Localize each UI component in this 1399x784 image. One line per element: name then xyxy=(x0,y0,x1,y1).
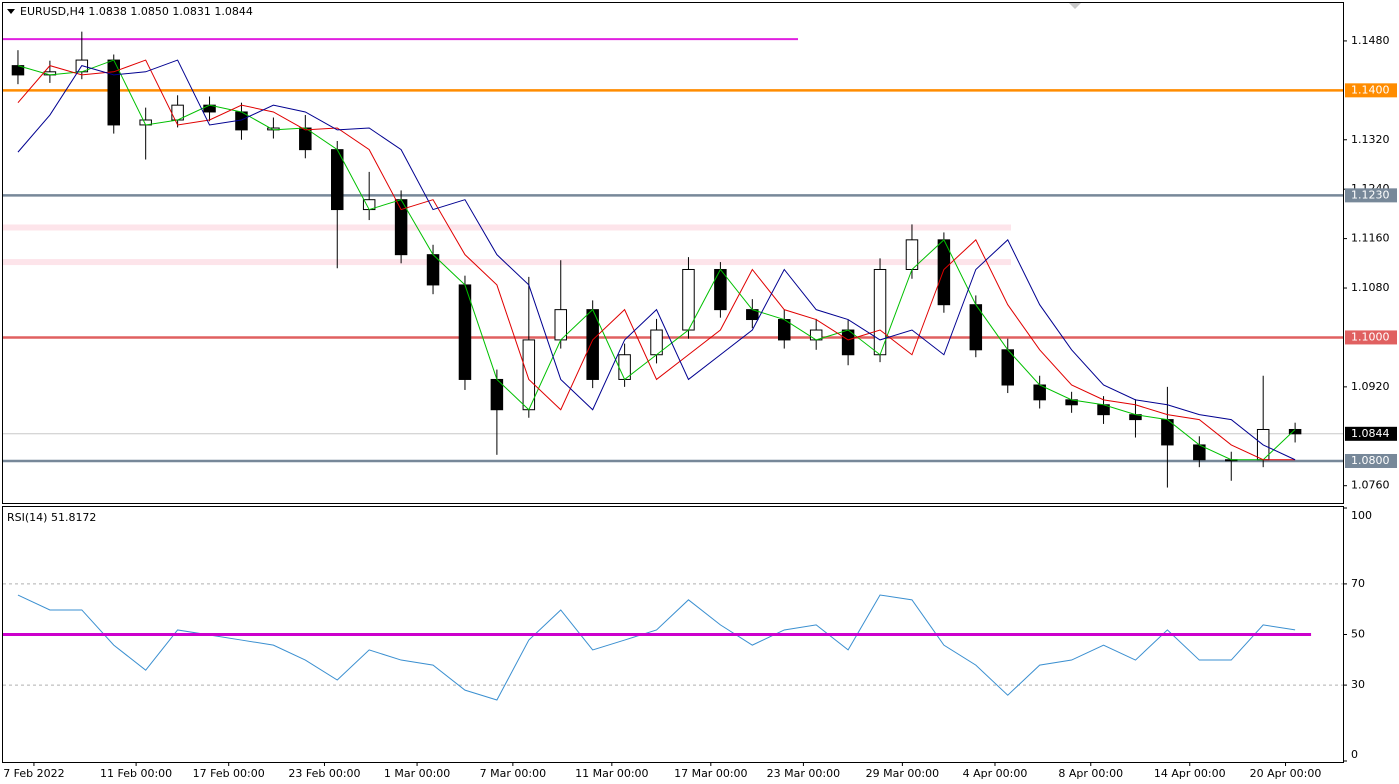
candle-body xyxy=(522,339,536,411)
y-tick-label: 70 xyxy=(1351,577,1365,590)
y-tick-label: 100 xyxy=(1351,509,1372,522)
moving-average xyxy=(17,59,1296,461)
symbol-header: EURUSD,H4 1.0838 1.0850 1.0831 1.0844 xyxy=(20,5,253,18)
x-tick-label: 7 Mar 00:00 xyxy=(480,767,546,780)
candle-body xyxy=(682,268,695,331)
x-tick-label: 1 Mar 00:00 xyxy=(384,767,450,780)
y-tick-label: 1.1160 xyxy=(1351,232,1390,245)
x-tick-label: 17 Feb 00:00 xyxy=(193,767,265,780)
rsi-title: RSI(14) 51.8172 xyxy=(7,511,96,524)
y-tick-label: 1.1080 xyxy=(1351,281,1390,294)
candle-body xyxy=(714,268,727,311)
candle-body xyxy=(458,284,472,380)
moving-average xyxy=(17,59,1296,461)
level-label-box xyxy=(1345,453,1397,468)
candle-body xyxy=(490,378,504,411)
level-label-box xyxy=(1345,188,1397,203)
candle-body xyxy=(554,309,567,341)
x-tick-label: 20 Apr 00:00 xyxy=(1250,767,1322,780)
y-tick-label: 1.1320 xyxy=(1351,133,1390,146)
x-tick-label: 11 Mar 00:00 xyxy=(575,767,648,780)
price-chart: 1.14801.13201.12401.11601.10801.09201.07… xyxy=(3,31,1397,492)
level-label: 1.1400 xyxy=(1351,83,1390,96)
x-tick-label: 17 Mar 00:00 xyxy=(674,767,747,780)
candle-body xyxy=(1001,349,1014,386)
x-tick-label: 23 Feb 00:00 xyxy=(288,767,360,780)
last-price-box xyxy=(1345,426,1397,441)
candle-body xyxy=(331,149,344,211)
level-label: 1.1000 xyxy=(1351,330,1390,343)
y-tick-label: 1.0760 xyxy=(1351,479,1390,492)
x-tick-label: 8 Apr 00:00 xyxy=(1058,767,1123,780)
x-tick-label: 7 Feb 2022 xyxy=(3,767,64,780)
zone xyxy=(3,259,1011,266)
zone xyxy=(3,224,1011,231)
x-tick-label: 11 Feb 00:00 xyxy=(100,767,172,780)
candle-body xyxy=(937,239,951,306)
y-tick-label: 0 xyxy=(1351,748,1358,761)
x-tick-label: 29 Mar 00:00 xyxy=(866,767,939,780)
candle-body xyxy=(586,309,599,380)
price-panel xyxy=(2,2,1344,504)
x-tick-label: 23 Mar 00:00 xyxy=(767,767,840,780)
menu-triangle xyxy=(7,9,15,14)
level-label-box xyxy=(1345,330,1397,345)
y-tick-label: 1.1480 xyxy=(1351,34,1390,47)
level-label: 1.0800 xyxy=(1351,454,1390,467)
shift-marker xyxy=(1069,3,1081,9)
y-tick-label: 30 xyxy=(1351,678,1365,691)
y-tick-label: 1.0920 xyxy=(1351,380,1390,393)
level-label-box xyxy=(1345,83,1397,98)
last-price-label: 1.0844 xyxy=(1351,427,1390,440)
candle-body xyxy=(426,254,440,286)
level-label: 1.1230 xyxy=(1351,188,1390,201)
rsi-chart: 0 30 50 70 100 7 Feb 2022 11 Feb 00:00 17 Feb 0… xyxy=(3,507,1372,780)
candle-body xyxy=(905,239,919,270)
candle-body xyxy=(873,268,887,356)
x-tick-label: 4 Apr 00:00 xyxy=(963,767,1028,780)
x-tick-label: 14 Apr 00:00 xyxy=(1154,767,1226,780)
y-tick-label: 50 xyxy=(1351,628,1365,641)
rsi-line xyxy=(17,594,1296,701)
candle-body xyxy=(969,304,983,351)
